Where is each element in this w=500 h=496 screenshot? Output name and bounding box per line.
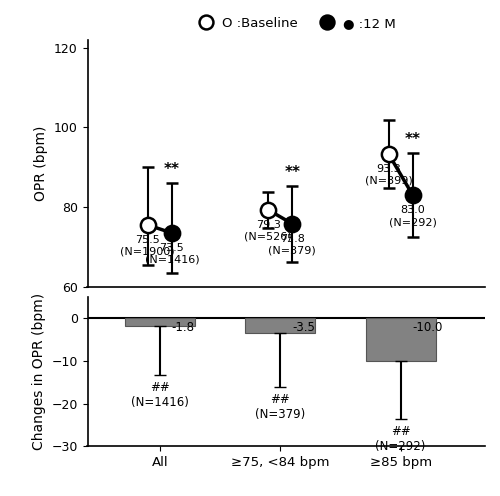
Text: (N=379): (N=379)	[268, 246, 316, 256]
Text: 93.3: 93.3	[376, 164, 401, 174]
Text: (N=1416): (N=1416)	[144, 255, 199, 265]
Text: ##
(N=292): ## (N=292)	[376, 425, 426, 453]
Text: 79.3: 79.3	[256, 220, 280, 230]
Y-axis label: Changes in OPR (bpm): Changes in OPR (bpm)	[32, 293, 46, 450]
Text: **: **	[404, 132, 420, 147]
Y-axis label: OPR (bpm): OPR (bpm)	[34, 125, 48, 201]
Text: 83.0: 83.0	[400, 205, 425, 215]
Text: **: **	[284, 165, 300, 180]
Bar	[246, 318, 315, 333]
Text: -10.0: -10.0	[412, 321, 443, 334]
Text: 73.5: 73.5	[160, 243, 184, 253]
Text: 75.5: 75.5	[136, 235, 160, 245]
Bar	[125, 318, 194, 326]
Text: (N=1900): (N=1900)	[120, 247, 175, 257]
Text: ##
(N=1416): ## (N=1416)	[131, 381, 188, 409]
Text: (N=292): (N=292)	[389, 217, 436, 227]
Legend: O :Baseline, ● :12 M: O :Baseline, ● :12 M	[188, 12, 400, 35]
Text: ##
(N=379): ## (N=379)	[255, 393, 306, 421]
Text: (N=399): (N=399)	[365, 176, 412, 186]
Text: **: **	[164, 162, 180, 177]
Text: -1.8: -1.8	[172, 321, 195, 334]
Bar	[366, 318, 436, 361]
Text: (N=526): (N=526)	[244, 232, 292, 242]
Text: 75.8: 75.8	[280, 234, 304, 244]
Text: -3.5: -3.5	[292, 321, 315, 334]
